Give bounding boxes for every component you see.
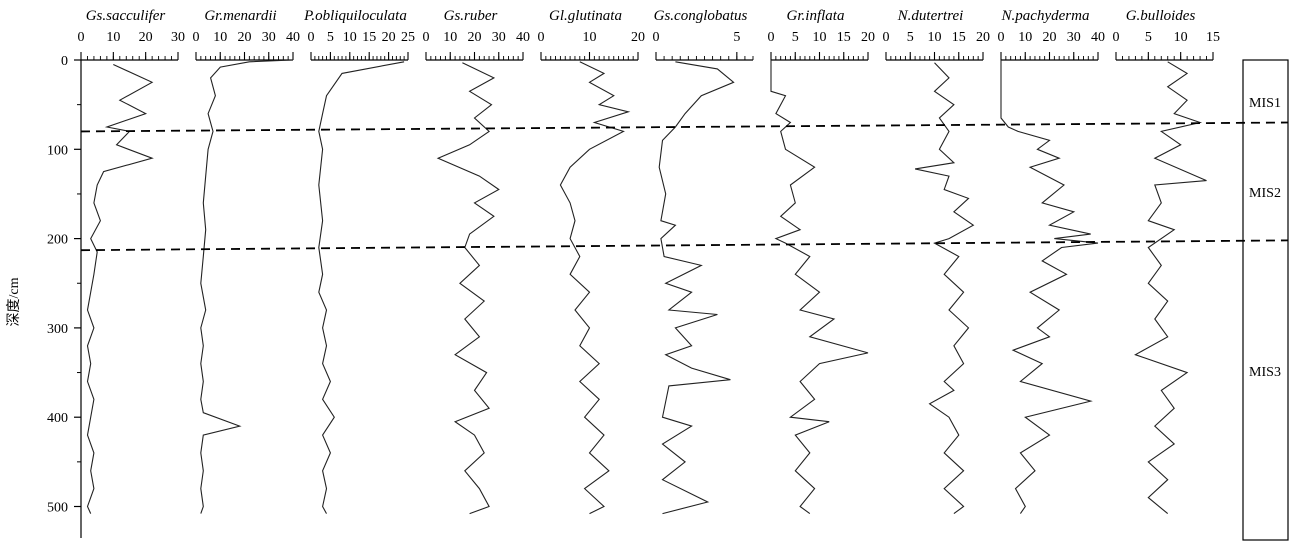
x-tick-label-n-pachyderma: 40 xyxy=(1091,30,1105,45)
x-tick-label-g-bulloides: 10 xyxy=(1174,30,1188,45)
series-line-n-dutertrei xyxy=(914,62,975,515)
x-tick-label-p-obliquiloculata: 25 xyxy=(401,30,415,45)
x-tick-label-gr-menardii: 40 xyxy=(286,30,300,45)
x-tick-label-n-dutertrei: 15 xyxy=(952,30,966,45)
x-tick-label-n-pachyderma: 20 xyxy=(1043,30,1057,45)
x-tick-label-g-bulloides: 15 xyxy=(1206,30,1220,45)
x-tick-label-n-pachyderma: 0 xyxy=(998,30,1005,45)
depth-tick-label-300: 300 xyxy=(47,322,68,337)
mis-zone-box xyxy=(1242,59,1289,541)
x-tick-label-n-dutertrei: 0 xyxy=(883,30,890,45)
x-tick-label-gr-inflata: 15 xyxy=(837,30,851,45)
species-title-gr-menardii: Gr.menardii xyxy=(204,8,276,24)
species-title-gs-conglobatus: Gs.conglobatus xyxy=(654,8,748,24)
species-title-gl-glutinata: Gl.glutinata xyxy=(549,8,622,24)
x-tick-label-g-bulloides: 0 xyxy=(1113,30,1120,45)
species-title-n-dutertrei: N.dutertrei xyxy=(897,8,964,24)
zone-label-mis2: MIS2 xyxy=(1249,186,1281,201)
species-title-gs-sacculifer: Gs.sacculifer xyxy=(86,8,166,24)
series-line-gs-sacculifer xyxy=(86,64,154,514)
series-line-gr-inflata xyxy=(770,60,869,515)
x-tick-label-n-dutertrei: 10 xyxy=(928,30,942,45)
x-tick-label-gr-menardii: 20 xyxy=(238,30,252,45)
x-tick-label-n-pachyderma: 30 xyxy=(1067,30,1081,45)
x-tick-label-gs-sacculifer: 10 xyxy=(106,30,120,45)
x-tick-label-gs-ruber: 30 xyxy=(492,30,506,45)
x-tick-label-gl-glutinata: 0 xyxy=(538,30,545,45)
depth-tick-label-0: 0 xyxy=(61,54,68,69)
series-line-n-pachyderma xyxy=(1000,60,1099,514)
species-title-g-bulloides: G.bulloides xyxy=(1126,8,1196,24)
x-tick-label-gr-inflata: 20 xyxy=(861,30,875,45)
x-tick-label-gr-menardii: 30 xyxy=(262,30,276,45)
species-title-n-pachyderma: N.pachyderma xyxy=(1001,8,1090,24)
y-axis-label: 深度/cm xyxy=(6,277,22,326)
x-tick-label-gr-inflata: 0 xyxy=(768,30,775,45)
x-tick-label-n-dutertrei: 20 xyxy=(976,30,990,45)
zone-label-mis3: MIS3 xyxy=(1249,365,1281,380)
depth-tick-label-400: 400 xyxy=(47,411,68,426)
stage-boundary-1 xyxy=(80,121,1289,133)
x-tick-label-gr-inflata: 10 xyxy=(813,30,827,45)
x-tick-label-p-obliquiloculata: 0 xyxy=(308,30,315,45)
series-line-gs-ruber xyxy=(436,62,500,515)
x-tick-label-p-obliquiloculata: 5 xyxy=(327,30,334,45)
x-tick-label-g-bulloides: 5 xyxy=(1145,30,1152,45)
x-tick-label-gs-ruber: 10 xyxy=(443,30,457,45)
x-tick-label-gl-glutinata: 10 xyxy=(583,30,597,45)
x-tick-label-n-dutertrei: 5 xyxy=(907,30,914,45)
x-tick-label-gr-menardii: 0 xyxy=(193,30,200,45)
x-tick-label-n-pachyderma: 10 xyxy=(1018,30,1032,45)
series-line-gl-glutinata xyxy=(559,61,631,515)
x-tick-label-gs-ruber: 0 xyxy=(423,30,430,45)
zone-label-mis1: MIS1 xyxy=(1249,96,1281,111)
x-tick-label-p-obliquiloculata: 20 xyxy=(382,30,396,45)
x-tick-label-gl-glutinata: 20 xyxy=(631,30,645,45)
stage-boundary-2 xyxy=(80,239,1289,252)
x-tick-label-gs-sacculifer: 20 xyxy=(139,30,153,45)
x-tick-label-gr-menardii: 10 xyxy=(213,30,227,45)
series-line-gr-menardii xyxy=(200,59,294,514)
x-tick-label-gs-conglobatus: 5 xyxy=(733,30,740,45)
x-tick-label-p-obliquiloculata: 15 xyxy=(362,30,376,45)
x-tick-label-gs-conglobatus: 0 xyxy=(653,30,660,45)
x-tick-label-p-obliquiloculata: 10 xyxy=(343,30,357,45)
x-tick-label-gr-inflata: 5 xyxy=(792,30,799,45)
x-tick-label-gs-ruber: 20 xyxy=(468,30,482,45)
depth-tick-label-100: 100 xyxy=(47,143,68,158)
species-title-gs-ruber: Gs.ruber xyxy=(444,8,498,24)
x-tick-label-gs-sacculifer: 0 xyxy=(78,30,85,45)
x-tick-label-gs-ruber: 40 xyxy=(516,30,530,45)
series-line-gs-conglobatus xyxy=(658,61,735,515)
species-title-gr-inflata: Gr.inflata xyxy=(787,8,845,24)
depth-tick-label-200: 200 xyxy=(47,233,68,248)
species-title-p-obliquiloculata: P.obliquiloculata xyxy=(303,8,407,24)
x-tick-label-gs-sacculifer: 30 xyxy=(171,30,185,45)
depth-tick-label-500: 500 xyxy=(47,501,68,516)
series-line-g-bulloides xyxy=(1134,61,1207,515)
series-line-p-obliquiloculata xyxy=(318,61,405,514)
